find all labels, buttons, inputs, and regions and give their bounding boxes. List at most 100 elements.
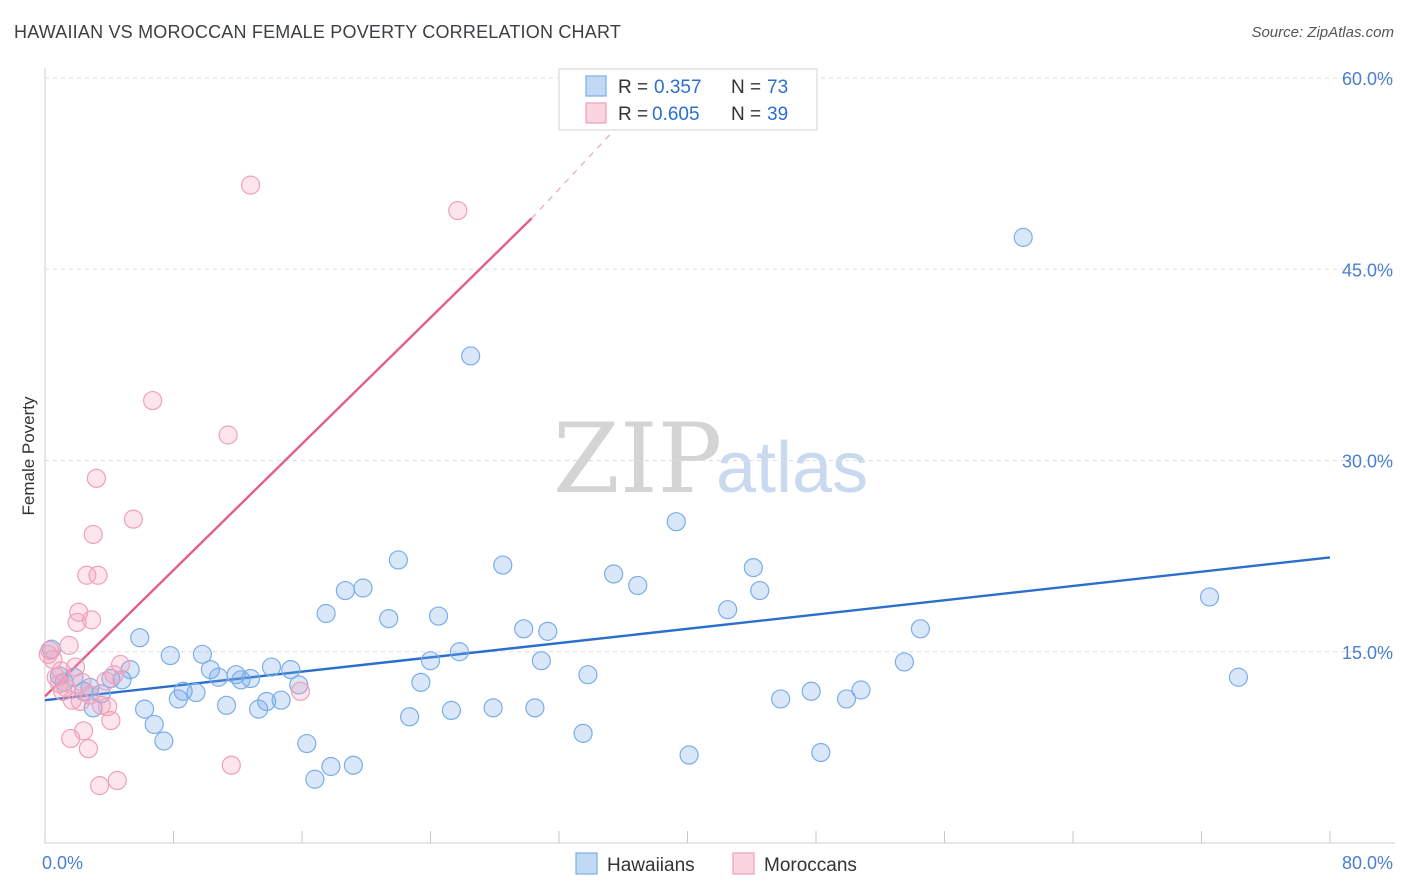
point-hawaiians-64 [801, 681, 821, 701]
point-hawaiians-60 [718, 600, 738, 620]
legend-n-value-hawaiians: 73 [767, 77, 788, 98]
point-moroccans-36 [38, 644, 58, 664]
point-moroccans-13 [73, 721, 94, 741]
point-hawaiians-12 [134, 699, 155, 719]
legend-r-value-moroccans: 0.605 [652, 104, 700, 125]
point-hawaiians-54 [573, 723, 593, 743]
point-hawaiians-46 [449, 642, 470, 662]
legend-swatch-moroccans [585, 102, 607, 124]
point-hawaiians-66 [836, 689, 857, 709]
point-hawaiians-24 [231, 670, 251, 690]
legend-n-label-moroccans: N = [731, 104, 761, 125]
point-hawaiians-65 [811, 742, 831, 763]
point-hawaiians-61 [743, 557, 763, 578]
y-tick-label-60: 60.0% [1342, 69, 1393, 89]
point-hawaiians-18 [186, 682, 206, 703]
point-moroccans-18 [83, 524, 103, 545]
point-hawaiians-40 [388, 550, 408, 570]
point-hawaiians-69 [910, 619, 931, 639]
chart-source: Source: ZipAtlas.com [1251, 24, 1394, 41]
point-hawaiians-41 [400, 707, 420, 727]
point-hawaiians-38 [353, 578, 373, 598]
point-hawaiians-13 [144, 714, 164, 735]
point-hawaiians-71 [1199, 587, 1220, 607]
legend-swatch-hawaiians [585, 75, 607, 97]
labels-layer: 15.0% 30.0% 45.0% 60.0% 0.0% 80.0% [42, 69, 1393, 873]
point-hawaiians-53 [538, 621, 558, 641]
x-tick-label-80: 80.0% [1342, 853, 1393, 873]
point-moroccans-35 [448, 201, 468, 221]
point-hawaiians-42 [411, 672, 431, 692]
watermark-atlas: atlas [716, 428, 868, 508]
legend-n-label-hawaiians: N = [731, 77, 761, 98]
y-tick-label-30: 30.0% [1342, 452, 1393, 472]
x-tick-label-0: 0.0% [42, 853, 83, 873]
point-hawaiians-28 [261, 657, 282, 677]
point-hawaiians-29 [271, 690, 291, 710]
point-hawaiians-33 [305, 769, 325, 789]
point-moroccans-8 [62, 690, 82, 710]
point-hawaiians-22 [216, 695, 237, 715]
point-moroccans-15 [78, 739, 98, 759]
point-hawaiians-51 [525, 698, 545, 718]
point-moroccans-27 [107, 770, 127, 791]
point-hawaiians-43 [420, 651, 441, 671]
trendline-moroccans [44, 217, 533, 698]
point-moroccans-33 [241, 175, 261, 195]
grid-layer [45, 77, 1395, 653]
axis-layer [44, 68, 1395, 844]
point-hawaiians-37 [343, 755, 363, 775]
point-hawaiians-50 [514, 619, 534, 639]
point-moroccans-24 [98, 696, 118, 717]
legend-r-label-moroccans: R = [618, 104, 648, 125]
point-hawaiians-14 [154, 731, 174, 751]
y-axis-title: Female Poverty [19, 396, 38, 516]
point-hawaiians-39 [379, 608, 399, 629]
legend-r-value-hawaiians: 0.357 [654, 77, 702, 98]
point-moroccans-21 [90, 776, 110, 796]
point-hawaiians-70 [1013, 227, 1033, 247]
point-moroccans-22 [91, 695, 111, 715]
point-moroccans-38 [70, 691, 90, 712]
chart-title: HAWAIIAN VS MOROCCAN FEMALE POVERTY CORR… [14, 22, 622, 42]
trendline-extension-moroccans [531, 128, 616, 219]
point-hawaiians-59 [679, 745, 699, 765]
bottom-legend-label-moroccans: Moroccans [764, 855, 857, 876]
bottom-legend-label-hawaiians: Hawaiians [607, 855, 695, 876]
point-hawaiians-11 [130, 628, 150, 648]
point-moroccans-26 [104, 665, 124, 685]
point-hawaiians-27 [257, 691, 277, 712]
point-hawaiians-31 [289, 675, 309, 695]
point-hawaiians-20 [200, 659, 221, 680]
bottom-legend-swatch-moroccans [732, 852, 755, 875]
points-layer [38, 175, 1249, 796]
point-hawaiians-52 [531, 651, 551, 671]
point-hawaiians-30 [281, 659, 301, 680]
point-moroccans-34 [290, 681, 310, 701]
point-moroccans-32 [221, 755, 241, 775]
point-hawaiians-15 [160, 645, 180, 666]
point-hawaiians-45 [441, 700, 461, 721]
point-hawaiians-57 [628, 575, 648, 596]
point-moroccans-10 [67, 612, 87, 633]
y-tick-label-15: 15.0% [1342, 643, 1393, 663]
point-moroccans-29 [123, 509, 143, 529]
point-hawaiians-26 [249, 699, 269, 719]
point-moroccans-28 [110, 654, 131, 675]
point-hawaiians-19 [192, 644, 213, 664]
point-hawaiians-44 [428, 606, 449, 626]
point-moroccans-25 [101, 710, 121, 731]
point-hawaiians-48 [483, 698, 503, 718]
point-hawaiians-55 [578, 665, 598, 685]
point-hawaiians-25 [241, 668, 261, 689]
legend-r-label-hawaiians: R = [618, 77, 648, 98]
point-moroccans-19 [86, 468, 107, 488]
legend-n-value-moroccans: 39 [767, 104, 788, 125]
point-moroccans-20 [88, 565, 108, 585]
point-hawaiians-49 [493, 555, 513, 575]
point-moroccans-30 [143, 390, 163, 411]
point-hawaiians-34 [316, 603, 336, 624]
point-hawaiians-35 [321, 756, 341, 777]
watermark-zip: ZIP [553, 403, 722, 515]
